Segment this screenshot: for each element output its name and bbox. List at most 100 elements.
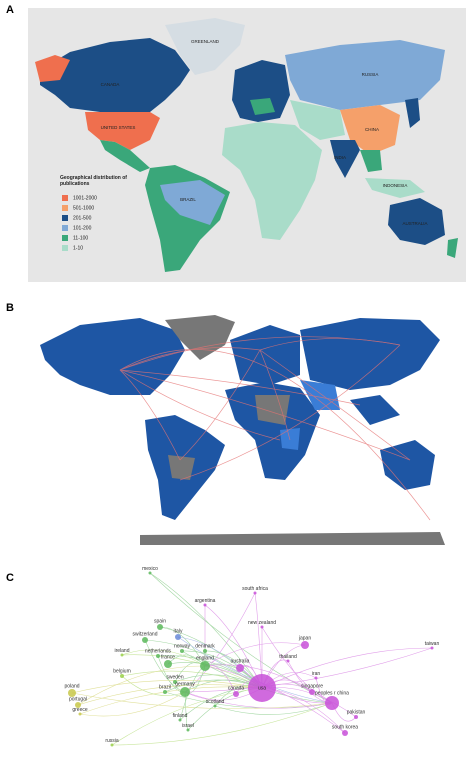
gray-africa (255, 395, 290, 425)
node (164, 660, 172, 668)
node (142, 637, 148, 643)
node-label: australia (231, 658, 250, 664)
country-label: INDONESIA (383, 183, 408, 188)
map-a (35, 18, 458, 272)
node (233, 691, 239, 697)
legend-label: 501-1000 (73, 205, 94, 211)
node (110, 743, 114, 747)
europe (230, 325, 300, 385)
node-label: sweden (166, 674, 183, 680)
node (178, 718, 182, 722)
panel-label: C (6, 572, 14, 584)
japan (405, 98, 420, 128)
node (186, 728, 190, 732)
middle-east (300, 380, 340, 410)
node-label: spain (154, 618, 166, 624)
country-label: UNITED STATES (101, 125, 136, 130)
node (156, 654, 160, 658)
node-label: finland (173, 713, 188, 719)
link (119, 369, 281, 441)
edge (239, 667, 333, 704)
node-label: netherlands (145, 648, 172, 654)
edge (77, 684, 263, 706)
legend-label: 101-200 (73, 225, 92, 231)
node (68, 689, 76, 697)
node-label: israel (182, 723, 194, 729)
edge (204, 642, 306, 667)
canada (40, 38, 190, 112)
node (253, 591, 257, 595)
node-label: south korea (332, 724, 358, 730)
legend-label: 11-100 (73, 235, 88, 241)
link (119, 369, 411, 461)
node-label: poland (64, 683, 79, 689)
node-label: switzerland (132, 631, 157, 637)
node (75, 702, 81, 708)
southeast-asia (360, 150, 382, 172)
new-zealand (447, 238, 458, 258)
edge (159, 626, 206, 667)
legend-swatch (62, 205, 68, 211)
country-label: BRAZIL (180, 197, 196, 202)
edge (184, 691, 333, 709)
legend-swatch (62, 225, 68, 231)
legend-title-line: publications (60, 181, 90, 187)
indonesia (365, 178, 425, 198)
node (309, 689, 315, 695)
node-label: canada (228, 685, 245, 691)
africa (222, 122, 322, 240)
node (200, 661, 210, 671)
node-label: france (161, 654, 175, 660)
edge (149, 572, 263, 689)
edge (79, 691, 186, 717)
node (180, 649, 184, 653)
edge (79, 686, 263, 715)
link (259, 338, 401, 351)
australia (388, 198, 445, 245)
legend-label: 1001-2000 (73, 195, 97, 201)
edge (111, 687, 263, 746)
node-label: denmark (195, 643, 215, 649)
node-label: thailand (279, 654, 297, 660)
country-label: GREENLAND (191, 39, 220, 44)
legend-label: 201-500 (73, 215, 92, 221)
node-label: germany (175, 681, 195, 687)
edge (71, 680, 263, 694)
node (342, 730, 348, 736)
network: mexico argentina south africa new zealand sp… (64, 566, 439, 747)
greenland (165, 315, 235, 360)
link (119, 349, 431, 521)
australia (380, 440, 435, 490)
country-label: INDIA (334, 155, 346, 160)
link (259, 349, 411, 461)
node (157, 624, 163, 630)
node (430, 646, 434, 650)
node (120, 653, 124, 657)
node-label: argentina (195, 598, 216, 604)
node (203, 603, 207, 607)
edge (184, 647, 433, 693)
legend-swatch (62, 215, 68, 221)
edge (144, 639, 263, 689)
north-america (40, 318, 185, 395)
node-label: pakistan (347, 709, 366, 715)
edge (121, 649, 206, 667)
node-label: iran (312, 671, 321, 677)
node (301, 641, 309, 649)
europe-south (250, 98, 275, 115)
node-label: taiwan (425, 641, 440, 647)
gray-sa (168, 455, 195, 480)
edge (204, 664, 313, 693)
legend-label: 1-10 (73, 245, 83, 251)
node-label: norway (174, 643, 191, 649)
node-label: belgium (113, 668, 131, 674)
node-label: russia (105, 738, 119, 744)
country-label: AUSTRALIA (402, 221, 427, 226)
node (203, 649, 207, 653)
node-label: south africa (242, 586, 268, 592)
country-label: CHINA (365, 127, 379, 132)
node (354, 715, 358, 719)
russia (285, 40, 445, 110)
node (148, 571, 152, 575)
